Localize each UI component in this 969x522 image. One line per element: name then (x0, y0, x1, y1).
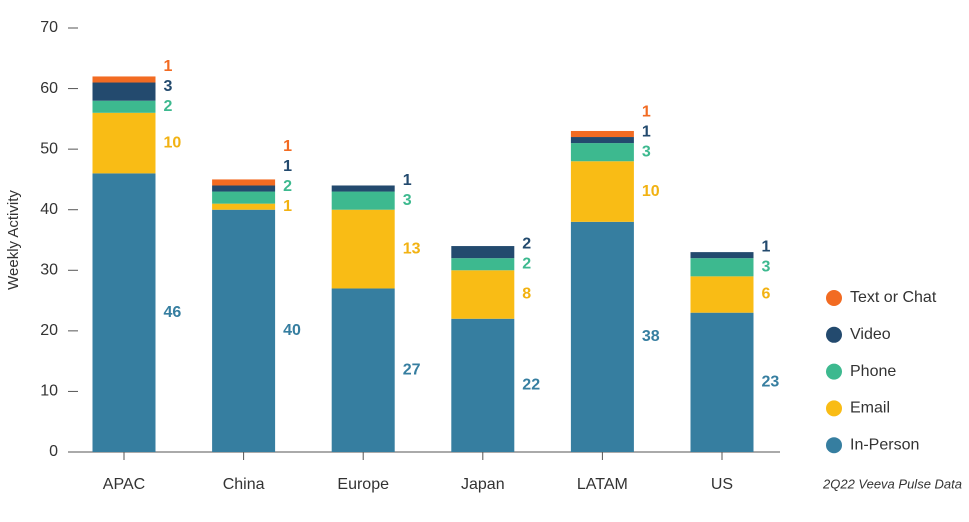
bar-segment (331, 191, 395, 210)
legend-marker (826, 400, 842, 417)
x-tick-label: China (223, 476, 265, 493)
bar-segment (451, 270, 515, 319)
x-tick-label: US (711, 476, 733, 493)
data-label: 1 (642, 123, 651, 140)
legend-marker (826, 437, 842, 454)
y-tick-label: 10 (40, 383, 58, 400)
y-tick-label: 60 (40, 80, 58, 97)
data-label: 1 (164, 58, 173, 75)
legend-marker (826, 326, 842, 343)
bar-segment (212, 185, 276, 192)
bar-segment (331, 288, 395, 452)
legend-label: Phone (850, 363, 896, 380)
bar-segment (451, 258, 515, 271)
bar-segment (570, 143, 634, 162)
bar-segment (570, 130, 634, 138)
legend-label: Email (850, 400, 890, 417)
x-tick-label: APAC (103, 476, 145, 493)
data-label: 10 (164, 134, 182, 151)
bar-segment (212, 191, 276, 204)
y-tick-label: 30 (40, 262, 58, 279)
data-label: 3 (164, 78, 173, 95)
legend-marker (826, 363, 842, 380)
x-tick-label: Japan (461, 476, 505, 493)
data-label: 1 (283, 138, 292, 155)
bar-segment (92, 173, 156, 452)
data-label: 22 (522, 377, 540, 394)
bar-segment (212, 179, 276, 186)
bar-segment (212, 203, 276, 210)
source-note: 2Q22 Veeva Pulse Data (822, 476, 962, 491)
data-label: 38 (642, 328, 660, 345)
data-label: 1 (283, 198, 292, 215)
y-tick-label: 40 (40, 201, 58, 218)
data-label: 1 (642, 103, 651, 120)
data-label: 13 (403, 240, 421, 257)
y-tick-label: 70 (40, 19, 58, 36)
data-label: 1 (283, 158, 292, 175)
data-label: 10 (642, 183, 660, 200)
x-tick-label: Europe (337, 476, 389, 493)
y-axis-title: Weekly Activity (5, 190, 22, 290)
data-label: 23 (762, 374, 780, 391)
bar-segment (690, 312, 754, 452)
bar-segment (690, 276, 754, 313)
bar-segment (331, 209, 395, 289)
bar-segment (570, 221, 634, 452)
legend-label: Video (850, 326, 891, 343)
bar-segment (570, 161, 634, 222)
data-label: 27 (403, 361, 421, 378)
bar-segment (451, 318, 515, 452)
data-label: 40 (283, 322, 301, 339)
legend-marker (826, 290, 842, 306)
bar-segment (92, 82, 156, 101)
data-label: 46 (164, 304, 182, 321)
legend-label: Text or Chat (850, 289, 937, 306)
data-label: 2 (283, 178, 292, 195)
data-label: 1 (762, 238, 771, 255)
y-tick-label: 50 (40, 140, 58, 157)
bar-segment (212, 209, 276, 452)
y-tick-label: 0 (49, 443, 58, 460)
legend-label: In-Person (850, 436, 919, 453)
data-label: 2 (522, 255, 531, 272)
data-label: 2 (522, 235, 531, 252)
bar-segment (92, 76, 156, 83)
bar-segment (92, 112, 156, 174)
data-label: 8 (522, 286, 531, 303)
bar-segment (92, 100, 156, 113)
x-tick-label: LATAM (577, 476, 628, 493)
bar-segment (570, 137, 634, 144)
data-label: 3 (642, 143, 651, 160)
data-label: 3 (403, 192, 412, 209)
bar-segment (331, 185, 395, 192)
bar-segment (690, 252, 754, 259)
data-label: 1 (403, 172, 412, 189)
data-label: 3 (762, 258, 771, 275)
data-label: 6 (762, 286, 771, 303)
data-label: 2 (164, 98, 173, 115)
bar-segment (451, 246, 515, 259)
bar-segment (690, 258, 754, 277)
y-tick-label: 20 (40, 322, 58, 339)
